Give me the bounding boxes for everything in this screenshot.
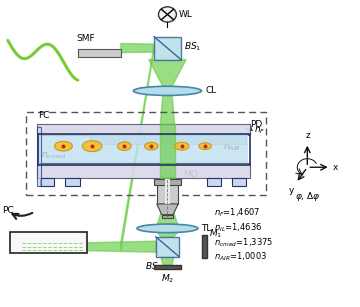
- Text: $n_F$=1,4607: $n_F$=1,4607: [214, 207, 261, 219]
- Ellipse shape: [134, 86, 202, 95]
- Bar: [78, 49, 121, 57]
- Bar: [37, 163, 250, 178]
- Ellipse shape: [175, 142, 189, 150]
- Ellipse shape: [137, 224, 198, 233]
- Text: x: x: [333, 163, 338, 172]
- Bar: [154, 180, 181, 185]
- Bar: [39, 135, 248, 163]
- Ellipse shape: [82, 141, 102, 152]
- Text: WL: WL: [178, 10, 192, 19]
- Bar: [202, 235, 207, 258]
- Text: z: z: [306, 131, 311, 140]
- Bar: [232, 178, 246, 186]
- Bar: [37, 127, 41, 186]
- Text: $n_{cmed}$: $n_{cmed}$: [41, 151, 66, 161]
- Text: $n_{cmed}$=1,3375: $n_{cmed}$=1,3375: [214, 236, 274, 249]
- Ellipse shape: [199, 143, 211, 150]
- Bar: [154, 265, 181, 269]
- Text: MO: MO: [184, 170, 198, 179]
- Bar: [39, 134, 250, 165]
- Text: IL: IL: [123, 135, 130, 144]
- Text: $n_F$: $n_F$: [253, 126, 265, 137]
- Bar: [40, 178, 54, 186]
- Bar: [162, 215, 173, 218]
- Ellipse shape: [118, 142, 131, 150]
- Bar: [26, 112, 266, 195]
- Ellipse shape: [144, 142, 158, 150]
- Bar: [154, 37, 181, 60]
- Text: $M_2$: $M_2$: [161, 273, 174, 285]
- Circle shape: [158, 7, 176, 22]
- Text: $n_{AIR}$: $n_{AIR}$: [223, 142, 241, 153]
- Text: PD: PD: [250, 120, 262, 129]
- Bar: [37, 124, 250, 135]
- Text: $BS_2$: $BS_2$: [145, 260, 163, 273]
- Polygon shape: [121, 44, 155, 52]
- Polygon shape: [87, 241, 156, 252]
- Polygon shape: [161, 257, 174, 265]
- Text: $\varphi$, $\Delta\varphi$: $\varphi$, $\Delta\varphi$: [295, 190, 320, 203]
- Bar: [165, 180, 170, 204]
- Polygon shape: [160, 178, 175, 180]
- Polygon shape: [157, 204, 178, 215]
- Bar: [65, 178, 80, 186]
- Bar: [156, 237, 179, 257]
- Polygon shape: [157, 204, 177, 224]
- Text: $n_{IL}$=1,4636: $n_{IL}$=1,4636: [214, 222, 262, 234]
- Bar: [90, 135, 246, 144]
- Polygon shape: [149, 60, 186, 86]
- Text: TL: TL: [202, 224, 212, 233]
- Polygon shape: [121, 46, 154, 251]
- Text: $BS_1$: $BS_1$: [184, 40, 201, 53]
- Text: $M_1$: $M_1$: [210, 227, 223, 240]
- Polygon shape: [160, 95, 175, 124]
- Text: CCD: CCD: [36, 237, 61, 247]
- Text: PC: PC: [3, 206, 14, 215]
- Text: SMF: SMF: [76, 34, 95, 44]
- Text: $n_{IL}$: $n_{IL}$: [139, 134, 152, 145]
- Polygon shape: [160, 124, 175, 178]
- Bar: [157, 180, 178, 204]
- Bar: [207, 178, 221, 186]
- Polygon shape: [157, 233, 177, 237]
- Text: FC: FC: [39, 111, 50, 120]
- Text: y: y: [288, 186, 294, 195]
- Text: $n_{AIR}$=1,0003: $n_{AIR}$=1,0003: [214, 251, 267, 263]
- Ellipse shape: [54, 141, 72, 151]
- Text: CL: CL: [205, 86, 216, 95]
- Bar: [10, 232, 87, 253]
